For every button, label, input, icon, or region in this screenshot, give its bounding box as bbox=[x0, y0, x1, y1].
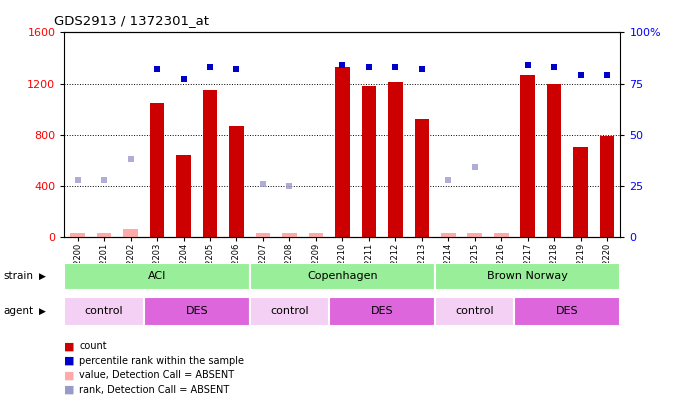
Bar bbox=[308, 233, 323, 237]
Bar bbox=[361, 86, 376, 237]
Text: ▶: ▶ bbox=[39, 307, 46, 316]
Text: ▶: ▶ bbox=[39, 272, 46, 281]
Bar bbox=[329, 297, 435, 326]
Bar bbox=[441, 233, 456, 237]
Text: ACI: ACI bbox=[148, 271, 166, 281]
Bar bbox=[229, 126, 244, 237]
Bar bbox=[64, 297, 144, 326]
Bar bbox=[335, 67, 350, 237]
Bar bbox=[176, 155, 191, 237]
Text: percentile rank within the sample: percentile rank within the sample bbox=[79, 356, 244, 366]
Text: agent: agent bbox=[3, 307, 33, 316]
Bar bbox=[435, 263, 620, 290]
Bar bbox=[123, 229, 138, 237]
Bar bbox=[600, 136, 614, 237]
Text: Brown Norway: Brown Norway bbox=[487, 271, 568, 281]
Text: control: control bbox=[85, 307, 123, 316]
Text: DES: DES bbox=[556, 307, 579, 316]
Bar bbox=[494, 233, 508, 237]
Bar bbox=[250, 263, 435, 290]
Text: control: control bbox=[456, 307, 494, 316]
Text: ■: ■ bbox=[64, 341, 75, 351]
Bar bbox=[515, 297, 620, 326]
Bar bbox=[71, 233, 85, 237]
Bar bbox=[388, 82, 403, 237]
Text: strain: strain bbox=[3, 271, 33, 281]
Bar bbox=[150, 103, 164, 237]
Bar bbox=[282, 233, 297, 237]
Text: rank, Detection Call = ABSENT: rank, Detection Call = ABSENT bbox=[79, 385, 230, 395]
Bar bbox=[250, 297, 329, 326]
Bar bbox=[97, 233, 111, 237]
Text: DES: DES bbox=[371, 307, 393, 316]
Text: control: control bbox=[270, 307, 308, 316]
Bar bbox=[414, 119, 429, 237]
Bar bbox=[521, 75, 535, 237]
Text: ■: ■ bbox=[64, 356, 75, 366]
Bar bbox=[574, 147, 588, 237]
Text: ■: ■ bbox=[64, 385, 75, 395]
Bar bbox=[203, 90, 217, 237]
Text: DES: DES bbox=[186, 307, 208, 316]
Bar bbox=[547, 83, 561, 237]
Text: Copenhagen: Copenhagen bbox=[307, 271, 378, 281]
Bar bbox=[435, 297, 515, 326]
Text: value, Detection Call = ABSENT: value, Detection Call = ABSENT bbox=[79, 371, 235, 380]
Bar bbox=[468, 233, 482, 237]
Bar bbox=[256, 233, 271, 237]
Text: ■: ■ bbox=[64, 371, 75, 380]
Text: GDS2913 / 1372301_at: GDS2913 / 1372301_at bbox=[54, 14, 210, 27]
Bar bbox=[64, 263, 250, 290]
Bar bbox=[144, 297, 250, 326]
Text: count: count bbox=[79, 341, 107, 351]
